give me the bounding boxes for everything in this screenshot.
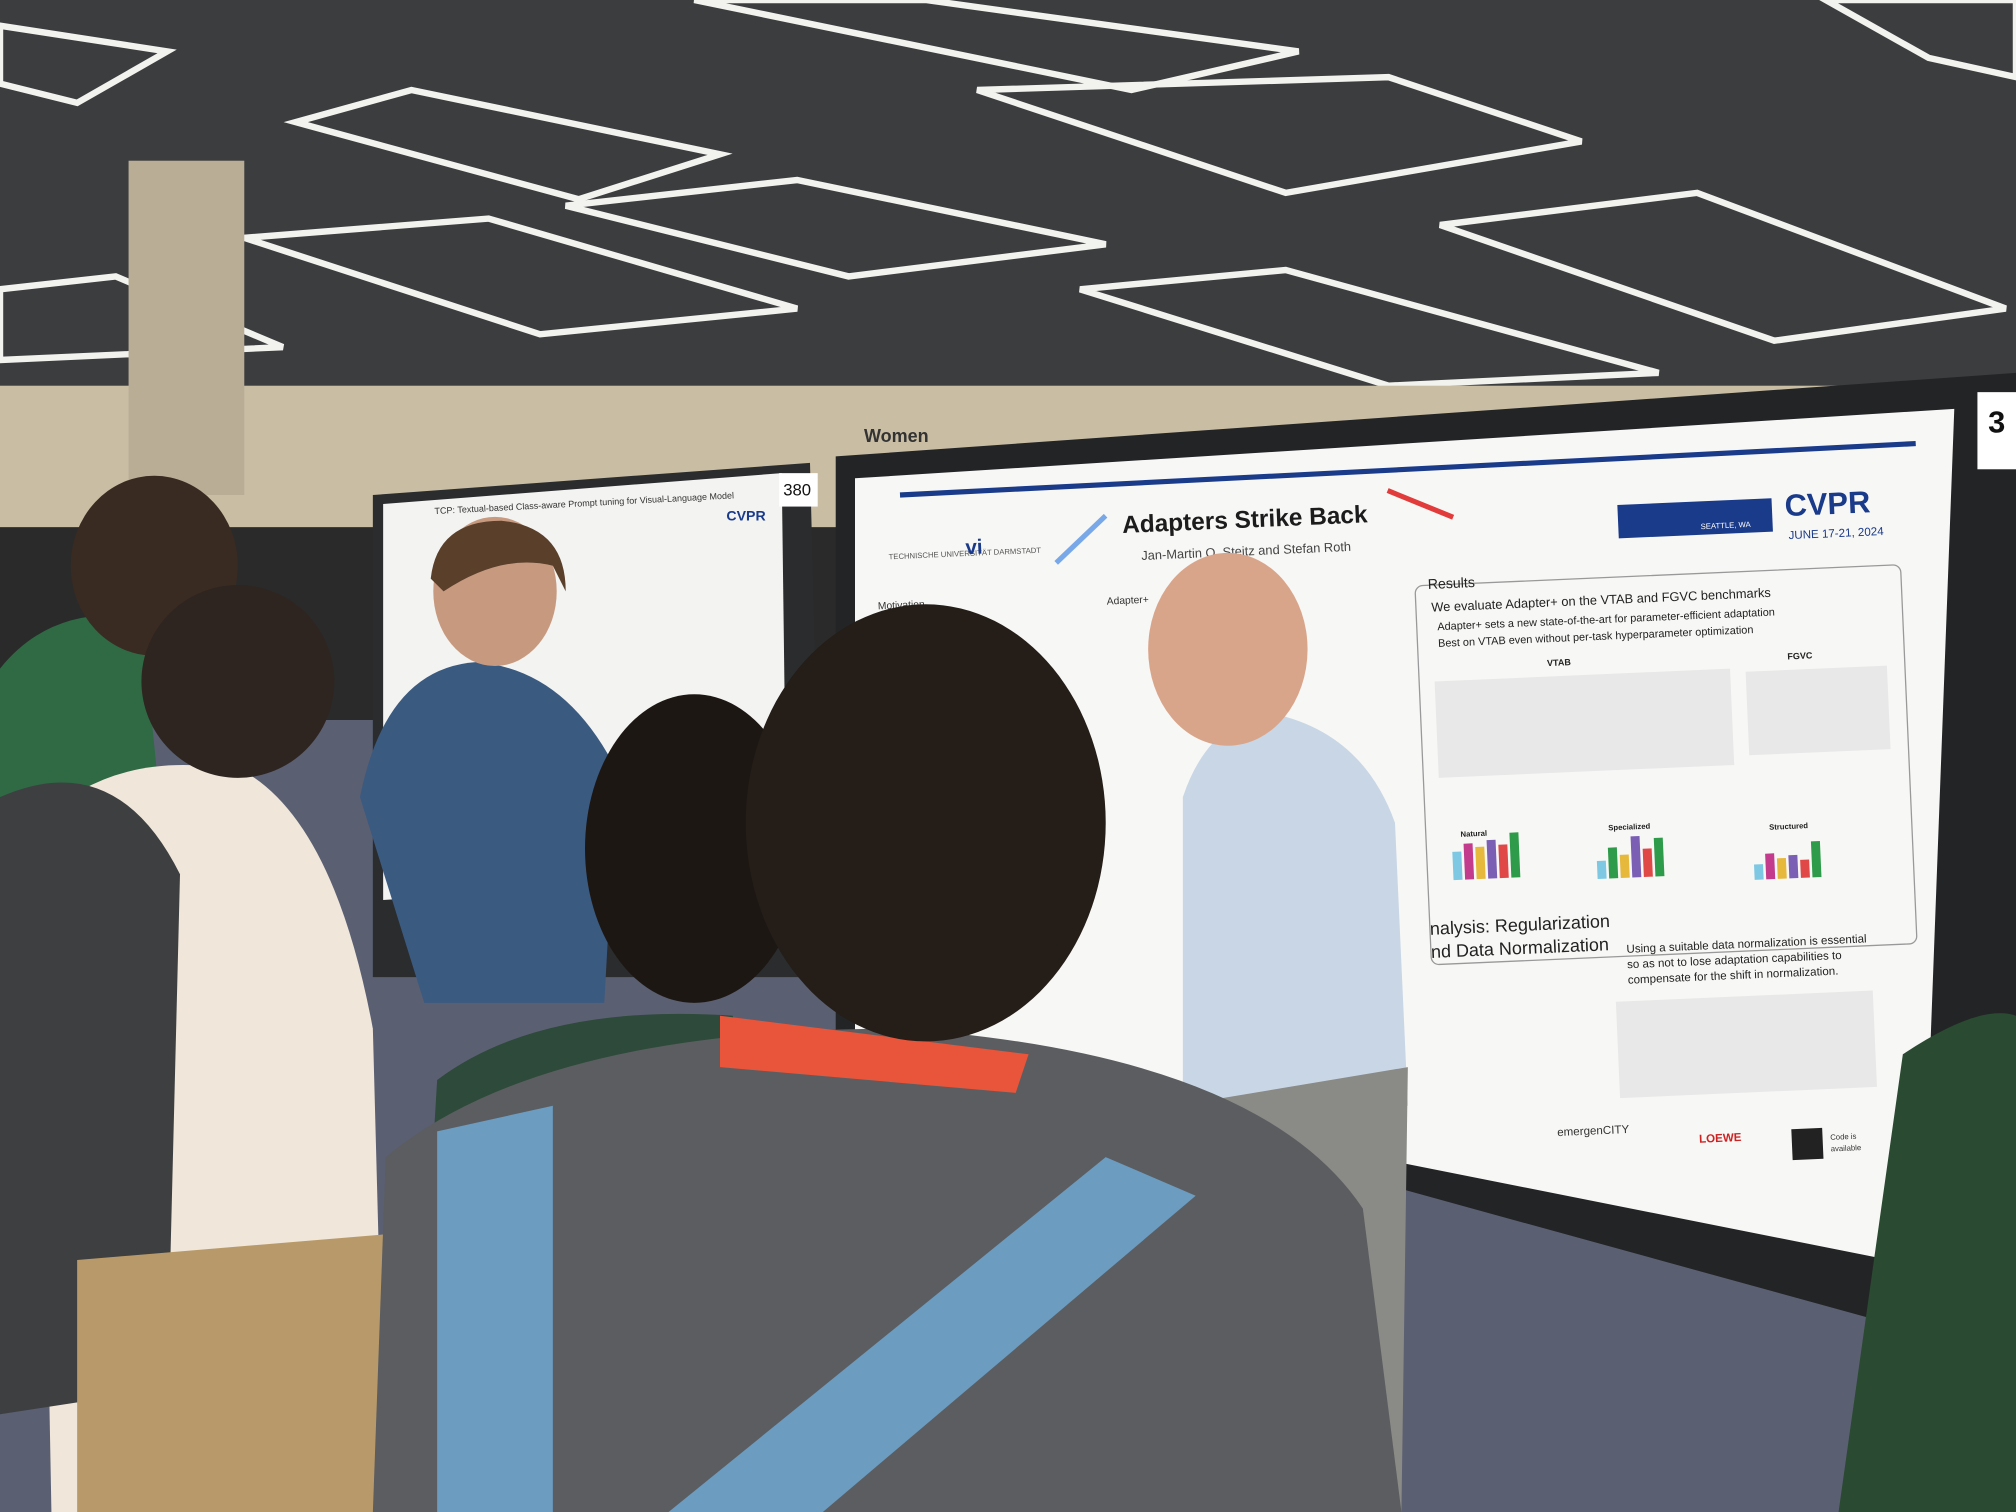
sponsor: emergenCITY — [1557, 1124, 1630, 1139]
poster-dates: JUNE 17-21, 2024 — [1788, 526, 1884, 542]
shape — [1438, 189, 2007, 345]
ceiling-lights — [0, 0, 2016, 389]
shape — [0, 273, 285, 364]
shape — [693, 0, 1300, 94]
board-number-box — [779, 473, 818, 507]
shape — [1452, 851, 1463, 881]
shape — [1148, 552, 1308, 746]
results-table — [1434, 668, 1735, 778]
analysis-table — [1615, 990, 1877, 1099]
section-heading: Results — [1427, 574, 1475, 592]
shape — [1819, 0, 2016, 81]
shape — [77, 1234, 386, 1512]
shape — [976, 73, 1583, 197]
board-number-box — [1977, 392, 2016, 470]
left-poster-logo: CVPR — [726, 508, 765, 524]
shape — [1079, 266, 1660, 389]
shape — [1182, 713, 1408, 1132]
shape — [0, 22, 177, 107]
shape — [1596, 860, 1607, 880]
shape — [430, 520, 566, 592]
poster-location: SEATTLE, WA — [1700, 520, 1751, 531]
shape — [1653, 837, 1665, 877]
shape — [437, 1105, 553, 1512]
shape — [1630, 836, 1642, 878]
chart-title: Natural — [1460, 829, 1487, 839]
board-number: 3 — [1988, 404, 2005, 439]
sponsor: LOEWE — [1699, 1132, 1742, 1146]
table-title: VTAB — [1547, 657, 1572, 668]
hall-sign: Women — [864, 426, 929, 446]
shape — [1607, 847, 1619, 879]
results-box — [1414, 564, 1918, 966]
table-title: FGVC — [1787, 650, 1813, 661]
shape — [745, 604, 1106, 1042]
shape — [1810, 841, 1822, 878]
shape — [1498, 844, 1509, 879]
shape — [1509, 832, 1521, 878]
shape — [243, 215, 799, 338]
shape — [1754, 864, 1764, 880]
shape — [1788, 854, 1799, 879]
pillar — [128, 160, 245, 495]
code-note: available — [1831, 1143, 1862, 1153]
results-table — [1745, 665, 1891, 756]
shape — [668, 1157, 1196, 1512]
lightsaber — [1386, 488, 1455, 520]
section-heading: Adapter+ — [1107, 595, 1149, 608]
shape — [1475, 846, 1486, 880]
shape — [1486, 839, 1498, 879]
people — [0, 475, 2016, 1512]
shape — [1765, 853, 1776, 880]
qr-code — [1791, 1127, 1824, 1161]
shape — [720, 1015, 1029, 1093]
shape — [1800, 859, 1810, 878]
shape — [1642, 848, 1653, 878]
poster-rule — [899, 441, 1916, 498]
poster-lab: vi — [965, 536, 983, 560]
skyline — [1617, 498, 1773, 539]
shape — [585, 694, 804, 1003]
shape — [1838, 1013, 2016, 1512]
shape — [1619, 854, 1630, 879]
board-number: 380 — [783, 481, 811, 500]
shape — [1463, 843, 1475, 880]
code-note: Code is — [1830, 1132, 1857, 1142]
shape — [564, 176, 1107, 280]
shape — [372, 1028, 1402, 1512]
ceiling — [0, 0, 2016, 438]
poster-conference: CVPR — [1784, 484, 1871, 523]
lightsaber — [1054, 513, 1108, 565]
chart-title: Structured — [1769, 821, 1809, 832]
shape — [283, 86, 733, 203]
chart-title: Specialized — [1608, 822, 1651, 833]
shape — [1776, 857, 1787, 879]
poster-bar-charts — [1452, 832, 1822, 881]
shape — [360, 662, 618, 1003]
shape — [141, 585, 335, 778]
